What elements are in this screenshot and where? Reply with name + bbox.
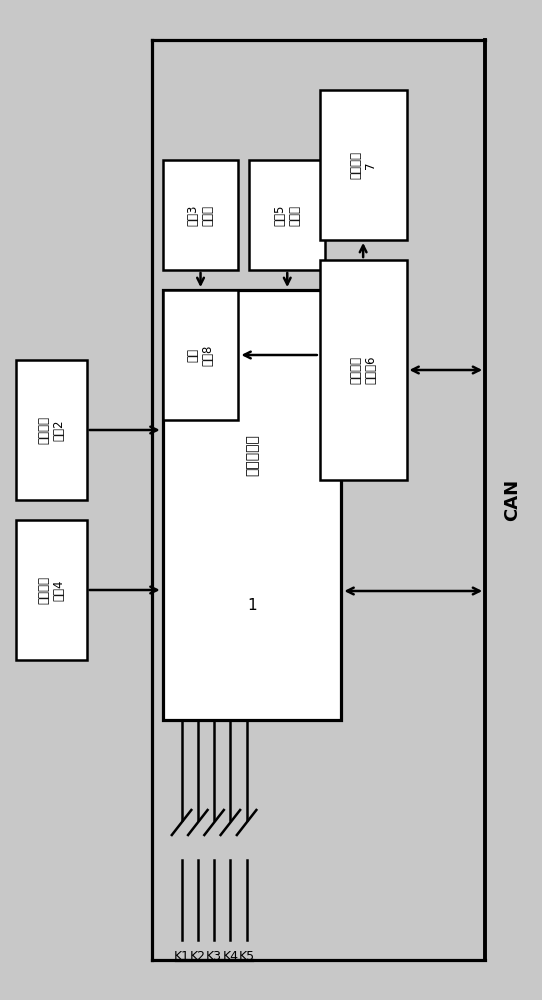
Text: K3: K3: [206, 950, 222, 963]
Bar: [163, 290, 341, 720]
Text: 湿度5
传感器: 湿度5 传感器: [273, 204, 301, 226]
Text: K2: K2: [190, 950, 206, 963]
Text: K4: K4: [222, 950, 238, 963]
Text: K5: K5: [238, 950, 255, 963]
Text: 1: 1: [247, 597, 257, 612]
Text: 压缩电机
7: 压缩电机 7: [349, 151, 377, 179]
Bar: [16, 360, 87, 500]
Text: 中央控制器: 中央控制器: [245, 434, 259, 476]
Bar: [163, 160, 238, 270]
Text: 温度传感
器一4: 温度传感 器一4: [37, 576, 66, 604]
Text: 湿度传感
器一2: 湿度传感 器一2: [37, 416, 66, 444]
Bar: [320, 260, 406, 480]
Text: 步进
电机8: 步进 电机8: [186, 344, 215, 366]
Text: 空调系统
控制器6: 空调系统 控制器6: [349, 356, 377, 384]
Text: 湿度3
传感器: 湿度3 传感器: [186, 204, 215, 226]
Bar: [320, 90, 406, 240]
Bar: [16, 520, 87, 660]
Text: CAN: CAN: [503, 479, 521, 521]
Text: K1: K1: [173, 950, 190, 963]
Bar: [163, 290, 238, 420]
Bar: [249, 160, 325, 270]
